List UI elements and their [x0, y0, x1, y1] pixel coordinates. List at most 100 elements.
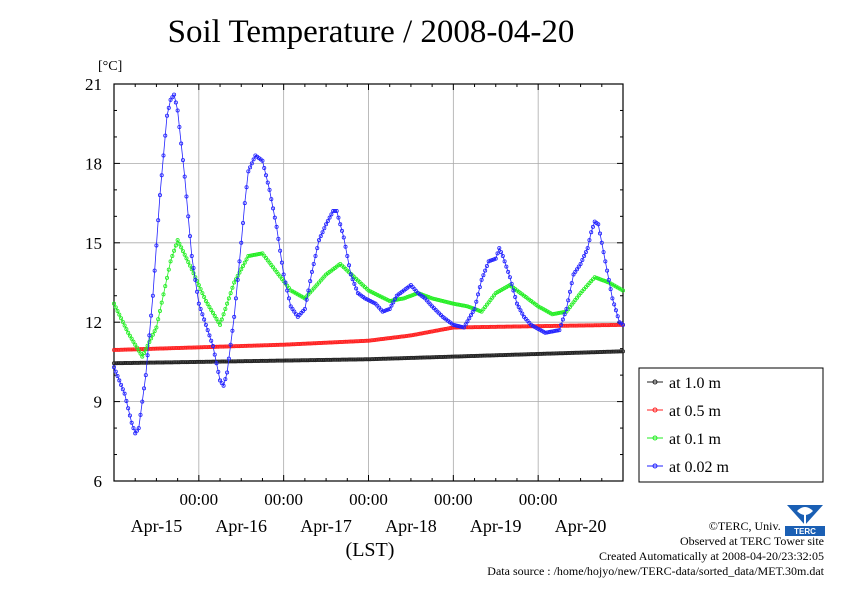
data-point — [514, 301, 519, 306]
data-point — [269, 197, 274, 202]
data-point — [241, 220, 246, 225]
data-point — [571, 272, 576, 277]
data-point — [136, 426, 141, 431]
data-point — [590, 224, 595, 229]
data-point — [327, 215, 332, 220]
data-point — [444, 299, 449, 304]
data-point — [350, 277, 355, 282]
data-point — [509, 281, 514, 286]
data-point — [255, 252, 260, 257]
data-point — [179, 245, 184, 250]
data-point — [223, 306, 228, 311]
data-point — [147, 333, 152, 338]
data-point — [465, 319, 470, 324]
data-point — [246, 169, 251, 174]
data-point — [253, 252, 258, 257]
data-point — [163, 284, 168, 289]
data-point — [621, 288, 626, 293]
data-point — [191, 271, 196, 276]
data-point — [239, 240, 244, 245]
data-point — [550, 312, 555, 317]
data-point — [599, 240, 604, 245]
data-point — [438, 327, 443, 332]
data-point — [177, 241, 182, 246]
data-point — [119, 382, 124, 387]
data-point — [412, 292, 417, 297]
data-point — [456, 302, 461, 307]
data-point — [598, 231, 603, 236]
data-point — [460, 303, 465, 308]
data-point — [474, 299, 479, 304]
data-point — [207, 333, 212, 338]
data-point — [129, 420, 134, 425]
data-point — [470, 310, 475, 315]
data-point — [601, 278, 606, 283]
data-point — [173, 100, 178, 105]
data-point — [161, 292, 166, 297]
data-point — [170, 95, 175, 100]
data-point — [265, 180, 270, 185]
data-point — [292, 309, 297, 314]
data-point — [237, 259, 242, 264]
data-point — [424, 330, 429, 335]
data-point — [120, 387, 125, 392]
legend-label: at 0.02 m — [669, 459, 730, 476]
data-point — [454, 302, 459, 307]
data-point — [387, 306, 392, 311]
data-point — [463, 303, 468, 308]
data-point — [566, 298, 571, 303]
data-point — [113, 369, 118, 374]
data-point — [302, 306, 307, 311]
data-point — [548, 329, 553, 334]
grid-lines — [114, 84, 623, 481]
data-point — [428, 295, 433, 300]
data-point — [610, 296, 615, 301]
data-point — [228, 291, 233, 296]
data-point — [223, 377, 228, 382]
data-point — [613, 308, 618, 313]
data-point — [184, 194, 189, 199]
data-point — [389, 303, 394, 308]
data-point — [166, 267, 171, 272]
data-point — [318, 234, 323, 239]
data-point — [431, 296, 436, 301]
data-point — [210, 344, 215, 349]
data-point — [474, 307, 479, 312]
data-point — [518, 308, 523, 313]
data-point — [476, 308, 481, 313]
data-point — [384, 308, 389, 313]
data-point — [133, 342, 138, 347]
legend: at 1.0 m at 0.5 m at 0.1 m at 0.02 m — [638, 367, 824, 483]
data-point — [329, 212, 334, 217]
data-point — [290, 306, 295, 311]
data-point — [278, 248, 283, 253]
data-point — [458, 302, 463, 307]
data-point — [580, 258, 585, 263]
terc-logo: TERC — [783, 501, 827, 537]
data-point — [621, 349, 626, 354]
data-point — [412, 332, 417, 337]
data-point — [267, 187, 272, 192]
data-point — [438, 298, 443, 303]
data-point — [477, 285, 482, 290]
data-point — [596, 222, 601, 227]
data-point — [142, 350, 147, 355]
data-point — [202, 295, 207, 300]
data-point — [408, 333, 413, 338]
data-point — [168, 97, 173, 102]
data-point — [260, 158, 265, 163]
data-point — [242, 201, 247, 206]
data-point — [256, 252, 261, 257]
data-point — [159, 300, 164, 305]
observed-text: Observed at TERC Tower site — [679, 534, 824, 548]
data-point — [555, 311, 560, 316]
data-point — [507, 275, 512, 280]
data-point — [212, 352, 217, 357]
data-point — [226, 296, 231, 301]
data-point — [154, 243, 159, 248]
data-point — [274, 224, 279, 229]
data-point — [225, 301, 230, 306]
data-point — [113, 305, 118, 310]
data-point — [156, 317, 161, 322]
data-point — [596, 276, 601, 281]
